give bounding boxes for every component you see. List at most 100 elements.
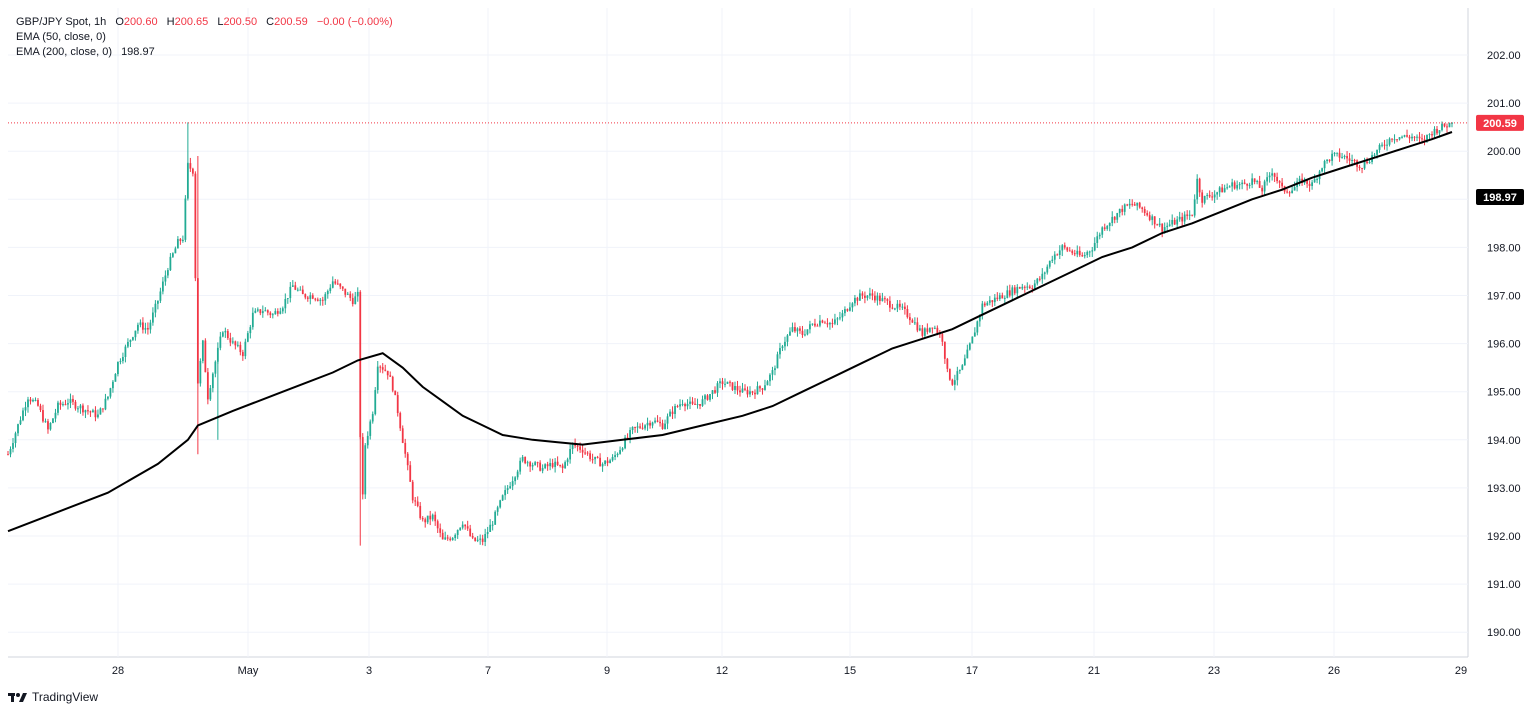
candle-body [1271,173,1274,176]
candle-body [631,426,634,431]
candle-body [676,406,679,408]
candle-body [729,381,731,383]
candle-body [269,312,272,316]
candle-body [339,283,342,287]
legend-symbol-row: GBP/JPY Spot, 1h O200.60 H200.65 L200.50… [16,15,393,30]
last-price-tag-label: 200.59 [1483,118,1517,130]
candle-body [62,404,64,406]
candle-body [771,370,774,375]
candle-body [39,405,42,411]
candle-body [474,537,477,541]
candle-body [701,399,704,406]
candle-body [87,410,89,412]
candle-body [34,399,37,401]
candle-body [814,323,816,326]
candle-body [59,402,62,405]
candle-body [224,331,227,333]
candle-body [1258,181,1261,188]
candle-body [1141,207,1144,209]
candle-body [746,389,749,395]
x-tick-label: 29 [1455,665,1467,677]
candle-body [706,395,709,400]
candle-body [1401,136,1403,138]
candle-body [769,374,771,382]
candle-body [836,318,839,320]
candle-body [1336,152,1338,154]
candle-body [1406,135,1408,137]
candle-body [711,390,714,395]
candle-body [646,422,649,426]
candle-body [119,361,122,363]
candle-body [963,358,966,366]
candle-body [988,300,991,303]
candle-body [669,411,671,417]
candle-body [1133,204,1136,206]
x-tick-label: 21 [1088,665,1100,677]
candle-body [619,450,621,454]
y-tick-label: 198.00 [1487,242,1521,254]
candle-body [226,331,229,339]
candle-body [504,490,507,496]
candle-body [336,283,339,285]
ema200-line [7,131,1453,533]
candle-body [799,328,801,331]
candle-body [751,391,754,393]
candle-body [1163,227,1166,232]
candle-body [161,281,164,292]
candle-body [534,462,537,465]
legend-ema200-row: EMA (200, close, 0) 198.97 [16,45,393,60]
candle-body [349,293,352,298]
candle-body [561,465,564,469]
candle-body [1383,144,1386,146]
candle-body [936,327,939,334]
candle-body [978,315,981,322]
candle-body [481,538,484,542]
candle-body [244,341,247,357]
candle-body [1158,223,1161,226]
candle-body [476,539,479,541]
candle-body [674,406,676,415]
candle-body [49,422,52,430]
candle-body [409,465,412,482]
candle-body [761,388,764,390]
candle-body [946,358,949,369]
last-price-tag [1476,114,1524,131]
candle-body [127,341,129,347]
candle-body [1086,251,1089,256]
candle-body [286,298,289,300]
candle-body [651,422,654,426]
candle-body [1223,188,1226,193]
tradingview-logo[interactable]: TradingView [8,690,98,704]
candle-body [1366,161,1368,164]
candle-body [1228,186,1231,188]
candle-body [539,462,542,471]
candle-body [1358,166,1361,168]
candle-body [344,288,347,295]
ema200-value: 198.97 [121,46,155,58]
candle-body [784,341,786,347]
candle-body [1376,149,1378,155]
candle-body [796,328,799,332]
candle-body [714,390,716,393]
candle-body [986,302,989,306]
candle-body [886,299,889,301]
candle-body [1061,245,1064,251]
candle-body [309,295,312,299]
candle-body [394,390,397,396]
ohlc-open: O200.60 [115,16,158,28]
candle-body [321,299,324,301]
candle-body [724,383,726,385]
candle-body [933,327,936,329]
candle-body [584,452,587,454]
candle-body [102,408,104,410]
candle-body [1236,185,1239,189]
candle-body [22,410,24,421]
candle-body [366,435,369,446]
candle-body [764,385,766,390]
candle-body [1083,255,1086,257]
candle-body [69,398,72,404]
candle-body [151,312,154,323]
candle-body [1408,136,1411,139]
candle-body [139,322,142,325]
